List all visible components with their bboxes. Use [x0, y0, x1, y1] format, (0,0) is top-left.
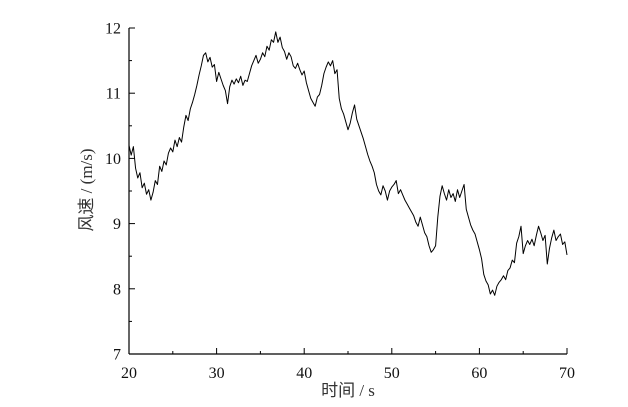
y-axis-ticks: 7 8 9 10 11 12 [105, 21, 135, 364]
y-tick-label: 7 [113, 347, 121, 364]
y-tick-label: 8 [113, 281, 121, 298]
y-tick-label: 11 [106, 86, 121, 103]
x-tick-label: 40 [296, 365, 312, 382]
axes [128, 28, 567, 355]
y-tick-label: 12 [105, 21, 121, 38]
y-axis-label: 风速 / (m/s) [77, 148, 96, 231]
x-tick-label: 30 [209, 365, 225, 382]
x-axis-ticks: 20 30 40 50 60 70 [121, 348, 575, 382]
x-tick-label: 50 [384, 365, 400, 382]
y-tick-label: 9 [113, 216, 121, 233]
wind-speed-series-line [128, 31, 568, 296]
y-tick-label: 10 [105, 151, 121, 168]
x-axis-label: 时间 / s [321, 381, 375, 400]
x-tick-label: 20 [121, 365, 137, 382]
x-tick-label: 70 [559, 365, 575, 382]
x-tick-label: 60 [471, 365, 487, 382]
